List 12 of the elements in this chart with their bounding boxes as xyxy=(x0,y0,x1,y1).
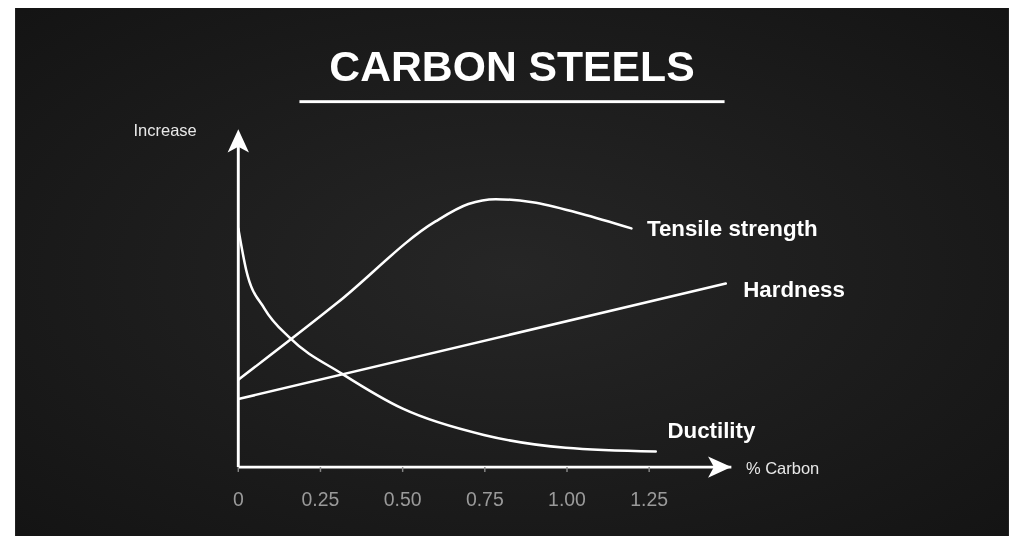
x-axis-title: % Carbon xyxy=(745,458,820,477)
series-label: Tensile strength xyxy=(646,216,818,242)
x-tick-label: 0.50 xyxy=(383,487,422,510)
x-tick-label: 0.25 xyxy=(301,487,340,510)
x-tick-label: 1.00 xyxy=(548,487,587,510)
chart-title: CARBON STEELS xyxy=(329,41,695,90)
x-tick-label: 0.75 xyxy=(465,487,504,510)
series-label: Hardness xyxy=(743,277,845,303)
y-axis-title: Increase xyxy=(133,121,197,140)
x-tick-label: 1.25 xyxy=(630,487,669,510)
series-label: Ductility xyxy=(667,418,757,444)
x-tick-label: 0 xyxy=(232,487,244,510)
